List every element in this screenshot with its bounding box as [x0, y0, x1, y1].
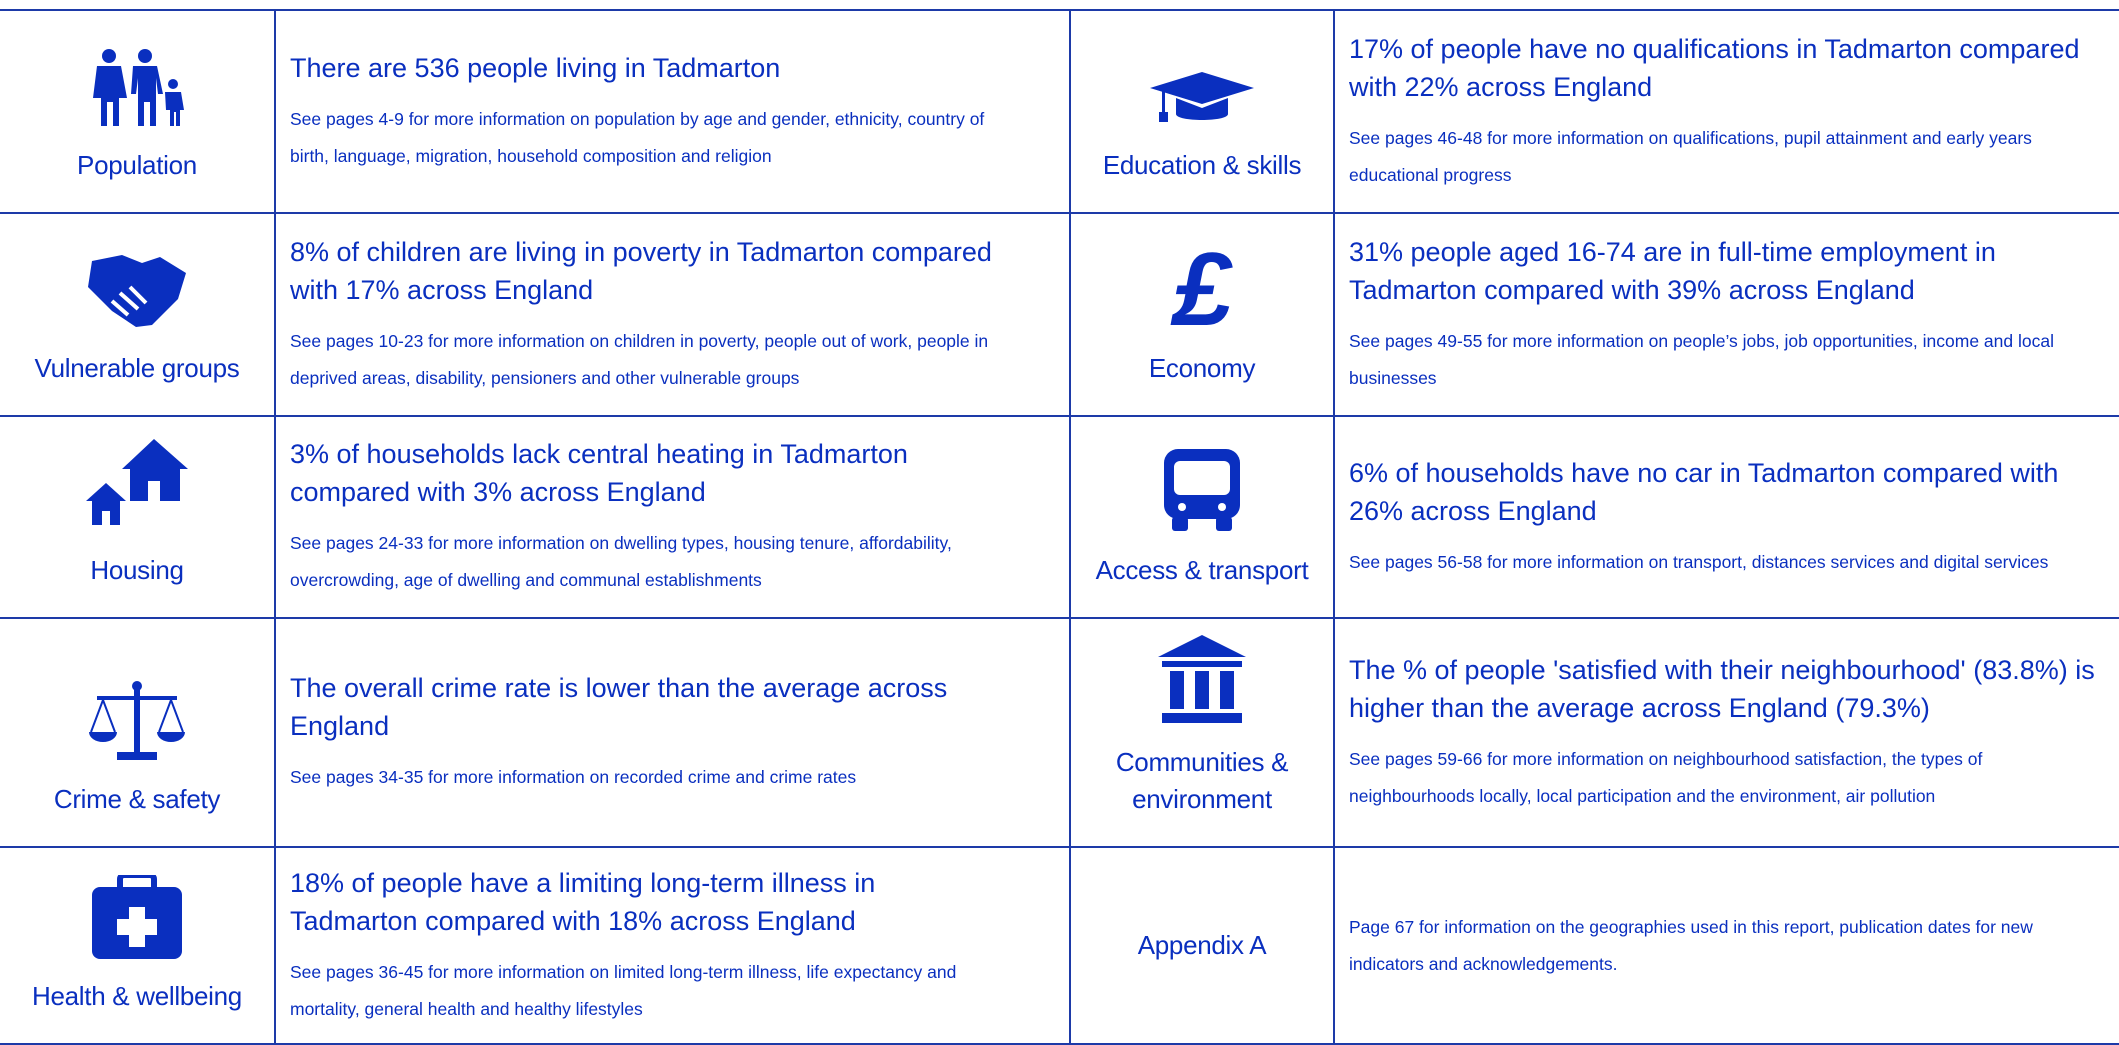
detail: See pages 10-23 for more information on …	[290, 330, 989, 388]
headline: 3% of households lack central heating in…	[290, 439, 908, 507]
topic-icon	[92, 872, 182, 978]
headline: 8% of children are living in poverty in …	[290, 236, 992, 305]
topic-icon	[82, 251, 192, 350]
topic-cell: Vulnerable groups	[0, 214, 276, 417]
topic-label: Access & transport	[1095, 555, 1309, 585]
topic-cell: Crime & safety	[0, 619, 276, 848]
summary-cell: 8% of children are living in poverty in …	[276, 214, 1071, 417]
summary-cell: Page 67 for information on the geographi…	[1335, 848, 2119, 1045]
detail: See pages 59-66 for more information on …	[1349, 748, 1983, 806]
topic-label: Appendix A	[1137, 930, 1267, 960]
headline: The overall crime rate is lower than the…	[290, 673, 948, 741]
topic-label: Economy	[1148, 353, 1256, 383]
topic-cell: Education & skills	[1071, 11, 1335, 214]
detail: See pages 36-45 for more information on …	[290, 961, 957, 1019]
summary-cell: The overall crime rate is lower than the…	[276, 619, 1071, 848]
headline: 17% of people have no qualifications in …	[1349, 33, 2080, 102]
topic-icon	[87, 48, 187, 147]
headline: The % of people 'satisfied with their ne…	[1349, 654, 2095, 723]
topic-cell: Appendix A	[1071, 848, 1335, 1045]
topic-label: Health & wellbeing	[32, 981, 242, 1011]
summary-cell: 3% of households lack central heating in…	[276, 417, 1071, 619]
detail: Page 67 for information on the geographi…	[1349, 916, 2033, 974]
headline: 18% of people have a limiting long-term …	[290, 867, 876, 936]
detail: See pages 46-48 for more information on …	[1349, 127, 2032, 185]
summary-cell: 17% of people have no qualifications in …	[1335, 11, 2119, 214]
topic-icon	[1150, 72, 1254, 147]
summary-grid: Population There are 536 people living in…	[0, 9, 2119, 1045]
topic-cell: Health & wellbeing	[0, 848, 276, 1045]
summary-cell: The % of people 'satisfied with their ne…	[1335, 619, 2119, 848]
detail: See pages 34-35 for more information on …	[290, 767, 857, 787]
topic-cell: Communities & environment	[1071, 619, 1335, 848]
topic-icon	[1162, 447, 1242, 552]
topic-label: Education & skills	[1102, 150, 1302, 180]
detail: See pages 49-55 for more information on …	[1349, 330, 2054, 388]
topic-label: Communities & environment	[1115, 747, 1289, 814]
topic-label: Crime & safety	[53, 784, 221, 814]
topic-icon	[1158, 635, 1246, 744]
svg-text:£: £	[1170, 245, 1233, 331]
summary-cell: 31% people aged 16-74 are in full-time e…	[1335, 214, 2119, 417]
topic-cell: Access & transport	[1071, 417, 1335, 619]
summary-cell: 18% of people have a limiting long-term …	[276, 848, 1071, 1045]
detail: See pages 24-33 for more information on …	[290, 533, 952, 590]
topic-label: Population	[77, 150, 197, 180]
topic-icon	[87, 680, 187, 781]
headline: 6% of households have no car in Tadmarto…	[1349, 457, 2059, 526]
headline: There are 536 people living in Tadmarton	[290, 52, 781, 83]
detail: See pages 56-58 for more information on …	[1349, 551, 2049, 572]
topic-label: Vulnerable groups	[34, 353, 240, 383]
topic-cell: Housing	[0, 417, 276, 619]
headline: 31% people aged 16-74 are in full-time e…	[1349, 236, 1996, 305]
summary-cell: There are 536 people living in Tadmarton…	[276, 11, 1071, 214]
topic-icon: £	[1167, 232, 1237, 350]
topic-cell: £ Economy	[1071, 214, 1335, 417]
topic-icon	[82, 433, 192, 552]
summary-cell: 6% of households have no car in Tadmarto…	[1335, 417, 2119, 619]
topic-cell: Population	[0, 11, 276, 214]
detail: See pages 4-9 for more information on po…	[290, 108, 985, 166]
topic-label: Housing	[90, 555, 184, 585]
